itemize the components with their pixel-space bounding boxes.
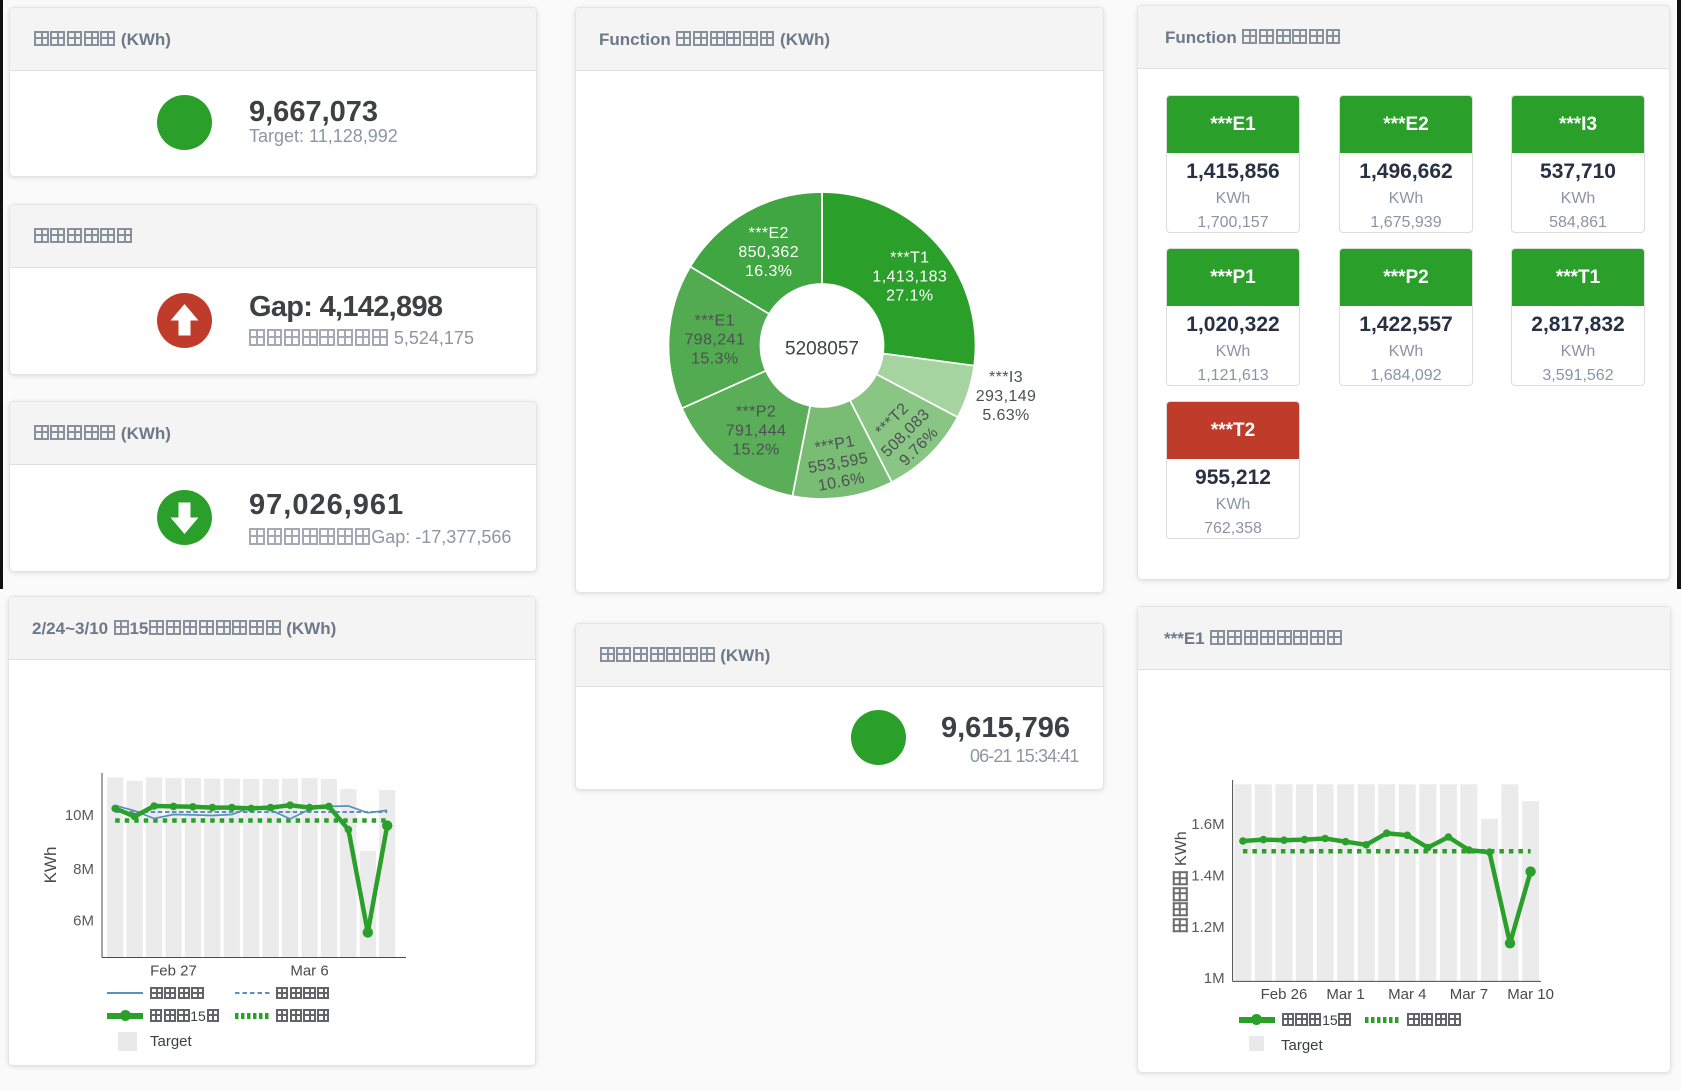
svg-text:***T1: ***T1 — [890, 249, 929, 266]
svg-text:8M: 8M — [73, 861, 94, 878]
svg-text:Mar 4: Mar 4 — [1388, 986, 1426, 1003]
svg-text:5.63%: 5.63% — [982, 407, 1029, 424]
svg-text:***I3: ***I3 — [989, 369, 1023, 386]
svg-text:1M: 1M — [1204, 970, 1225, 987]
svg-text:791,444: 791,444 — [726, 423, 787, 440]
svg-text:5208057: 5208057 — [785, 339, 859, 360]
svg-text:1.2M: 1.2M — [1191, 919, 1224, 936]
svg-text:10M: 10M — [65, 807, 94, 824]
svg-text:16.3%: 16.3% — [745, 263, 792, 280]
svg-text:1,413,183: 1,413,183 — [872, 268, 947, 285]
svg-text:***P2: ***P2 — [736, 404, 776, 421]
svg-text:15.3%: 15.3% — [691, 350, 738, 367]
svg-text:1.6M: 1.6M — [1191, 816, 1224, 833]
svg-text:Feb 26: Feb 26 — [1261, 986, 1308, 1003]
svg-text:27.1%: 27.1% — [886, 287, 933, 304]
svg-text:Feb 27: Feb 27 — [150, 963, 197, 980]
svg-text:6M: 6M — [73, 913, 94, 930]
svg-text:***E2: ***E2 — [749, 225, 789, 242]
svg-text:Mar 10: Mar 10 — [1507, 986, 1554, 1003]
svg-text:***E1: ***E1 — [695, 312, 735, 329]
svg-text:Mar 7: Mar 7 — [1450, 986, 1488, 1003]
svg-text:850,362: 850,362 — [738, 244, 799, 261]
svg-text:1.4M: 1.4M — [1191, 868, 1224, 885]
svg-text:Mar 1: Mar 1 — [1326, 986, 1364, 1003]
svg-text:***P1: ***P1 — [814, 433, 857, 457]
svg-text:798,241: 798,241 — [684, 331, 745, 348]
svg-text:Mar 6: Mar 6 — [290, 963, 328, 980]
svg-text:293,149: 293,149 — [976, 388, 1037, 405]
svg-text:15.2%: 15.2% — [732, 442, 779, 459]
